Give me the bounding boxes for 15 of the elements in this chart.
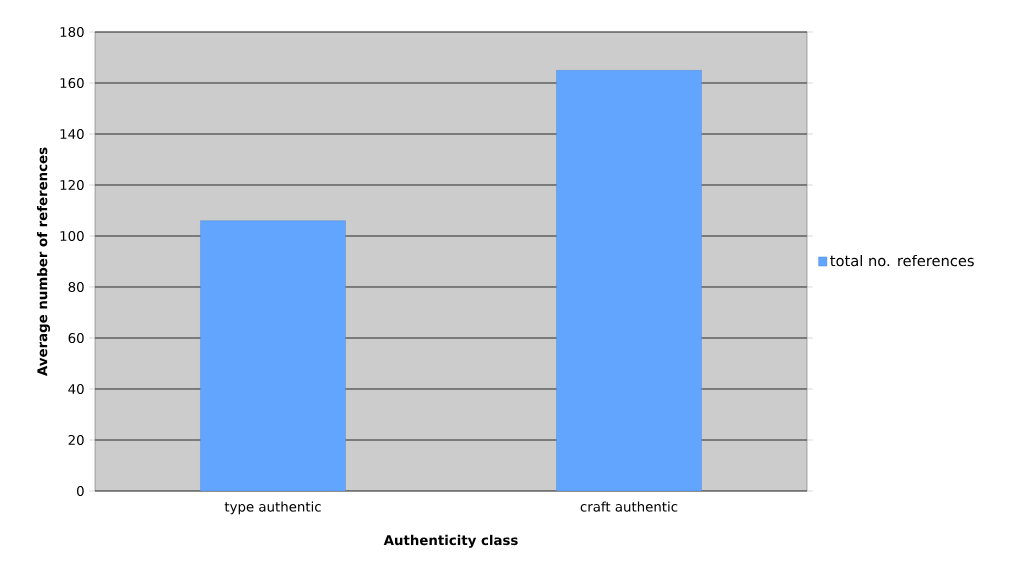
y-axis-title: Average number of references (36, 147, 50, 376)
y-tick-label: 120 (60, 179, 84, 191)
y-tick-label: 180 (60, 26, 84, 38)
x-tick-label: type authentic (224, 501, 321, 515)
y-tick-label: 20 (68, 434, 84, 446)
legend-label: total no. references (830, 254, 974, 267)
y-tick-label: 0 (76, 485, 84, 497)
y-tick-label: 100 (60, 230, 84, 242)
y-tick-label: 40 (68, 383, 84, 395)
x-tick-label: craft authentic (580, 501, 678, 512)
y-tick-label: 80 (68, 281, 84, 293)
y-tick-label: 160 (60, 77, 84, 89)
y-tick-label: 140 (60, 128, 84, 140)
y-tick-label: 60 (68, 332, 84, 344)
x-axis-title: Authenticity class (383, 534, 518, 548)
